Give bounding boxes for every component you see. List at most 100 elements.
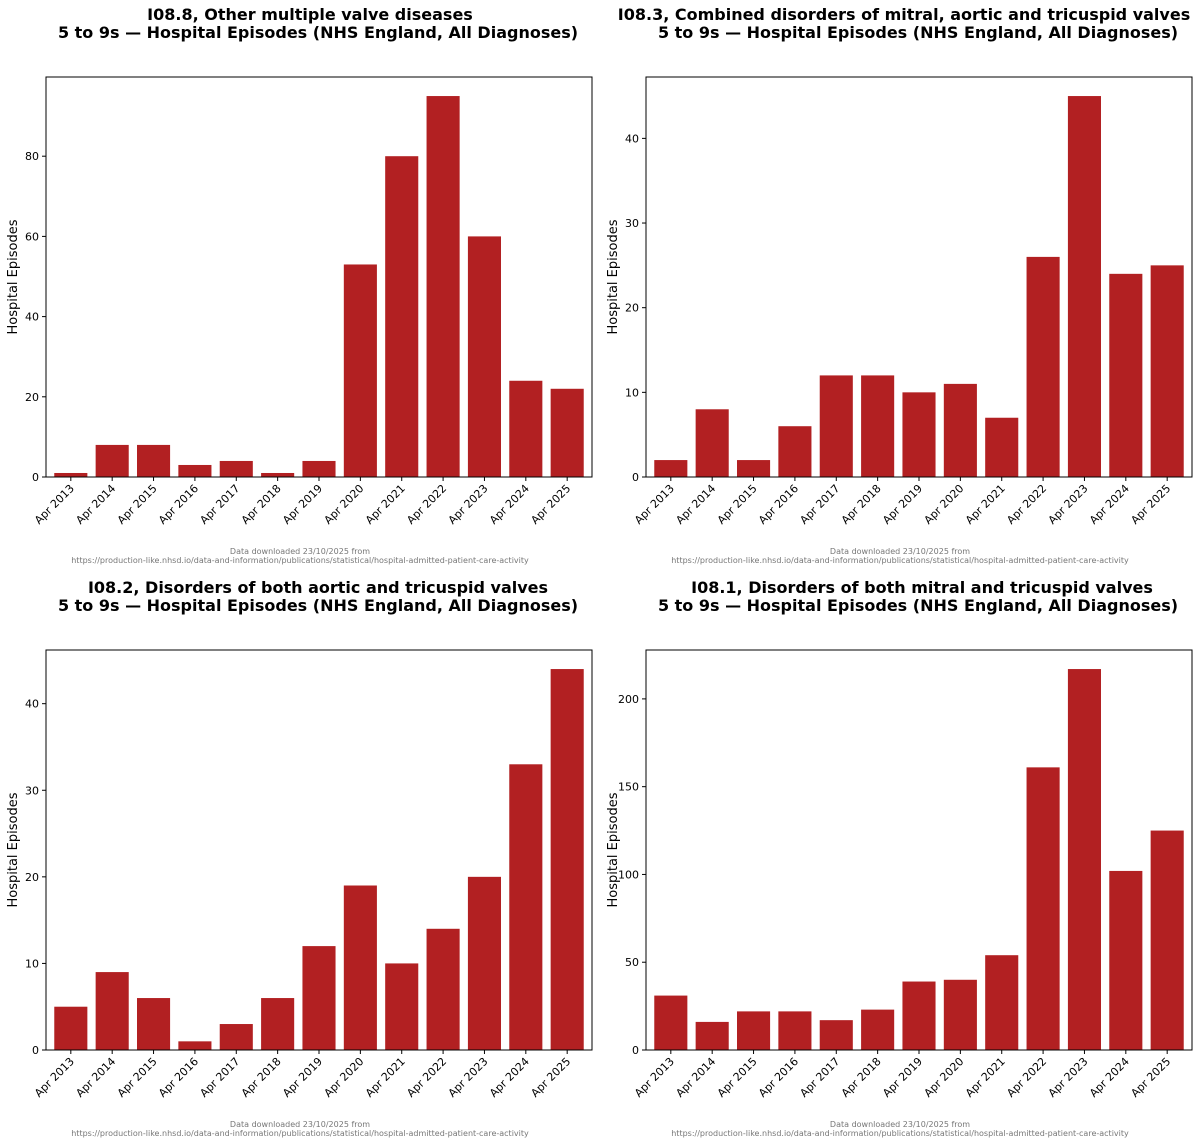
x-tick-label: Apr 2014: [673, 482, 718, 527]
bar-apr-2020: [343, 885, 377, 1050]
x-tick-label: Apr 2022: [404, 1055, 449, 1100]
x-tick-label: Apr 2019: [280, 482, 325, 527]
x-tick-label: Apr 2023: [446, 482, 491, 527]
bar-apr-2024: [509, 764, 543, 1050]
x-tick-label: Apr 2018: [239, 482, 284, 527]
bar-apr-2021: [385, 156, 419, 477]
bar-apr-2020: [943, 979, 977, 1050]
bar-apr-2015: [137, 444, 171, 477]
x-tick-label: Apr 2016: [156, 1055, 201, 1100]
y-tick-label: 40: [25, 698, 39, 711]
x-tick-label: Apr 2021: [963, 1055, 1008, 1100]
y-tick-label: 0: [632, 1044, 639, 1057]
y-ticks-group: 0 50 100 150 200: [618, 693, 646, 1057]
x-tick-label: Apr 2021: [963, 482, 1008, 527]
x-tick-label: Apr 2014: [73, 482, 118, 527]
x-tick-label: Apr 2025: [528, 482, 573, 527]
y-tick-label: 40: [625, 132, 639, 145]
source-line-1: Data downloaded 23/10/2025 from: [230, 547, 370, 556]
x-tick-label: Apr 2013: [32, 482, 77, 527]
x-tick-label: Apr 2017: [197, 482, 242, 527]
bar-apr-2018: [861, 1009, 895, 1050]
bar-apr-2019: [902, 392, 936, 477]
bar-apr-2015: [737, 460, 771, 477]
chart-svg: I08.1, Disorders of both mitral and tric…: [606, 578, 1193, 1138]
source-line-2: https://production-like.nhsd.io/data-and…: [671, 556, 1129, 565]
x-tick-label: Apr 2024: [487, 482, 532, 527]
bar-apr-2025: [550, 669, 584, 1050]
chart-panel-i08-2: I08.2, Disorders of both aortic and tric…: [0, 573, 600, 1146]
y-tick-label: 20: [25, 391, 39, 404]
bar-apr-2021: [385, 963, 419, 1050]
x-tick-label: Apr 2013: [632, 1055, 677, 1100]
chart-title: I08.2, Disorders of both aortic and tric…: [88, 578, 548, 597]
x-tick-label: Apr 2025: [528, 1055, 573, 1100]
bar-apr-2021: [985, 955, 1019, 1050]
y-tick-label: 100: [618, 868, 639, 881]
source-line-2: https://production-like.nhsd.io/data-and…: [71, 556, 529, 565]
x-tick-label: Apr 2021: [363, 1055, 408, 1100]
y-tick-label: 0: [32, 1044, 39, 1057]
bar-apr-2022: [1026, 256, 1060, 477]
y-axis-label: Hospital Episodes: [606, 219, 621, 334]
bar-apr-2018: [861, 375, 895, 477]
bar-apr-2024: [1109, 870, 1143, 1050]
x-tick-label: Apr 2023: [446, 1055, 491, 1100]
bar-apr-2019: [302, 946, 336, 1050]
bar-apr-2022: [1026, 767, 1060, 1050]
bar-apr-2020: [943, 383, 977, 477]
y-tick-label: 40: [25, 311, 39, 324]
x-tick-label: Apr 2015: [115, 482, 160, 527]
chart-title: I08.8, Other multiple valve diseases: [147, 5, 473, 24]
x-tick-label: Apr 2018: [839, 482, 884, 527]
chart-title: I08.1, Disorders of both mitral and tric…: [691, 578, 1153, 597]
bar-apr-2018: [261, 998, 295, 1050]
chart-panel-i08-8: I08.8, Other multiple valve diseases 5 t…: [0, 0, 600, 573]
y-tick-label: 80: [25, 150, 39, 163]
bar-apr-2020: [343, 264, 377, 477]
x-tick-label: Apr 2013: [632, 482, 677, 527]
y-ticks-group: 0 20 40 60 80: [25, 150, 46, 484]
x-tick-label: Apr 2023: [1046, 482, 1091, 527]
y-tick-label: 50: [625, 956, 639, 969]
y-tick-label: 10: [625, 386, 639, 399]
x-tick-label: Apr 2020: [922, 482, 967, 527]
bar-apr-2015: [137, 998, 171, 1050]
x-tick-label: Apr 2025: [1128, 482, 1173, 527]
bar-apr-2023: [467, 236, 501, 477]
x-tick-label: Apr 2019: [280, 1055, 325, 1100]
x-tick-label: Apr 2018: [239, 1055, 284, 1100]
x-tick-label: Apr 2015: [715, 482, 760, 527]
x-tick-label: Apr 2013: [32, 1055, 77, 1100]
x-tick-label: Apr 2016: [756, 482, 801, 527]
x-tick-label: Apr 2024: [487, 1055, 532, 1100]
bar-apr-2016: [178, 464, 212, 477]
x-tick-label: Apr 2020: [322, 482, 367, 527]
x-tick-label: Apr 2017: [797, 482, 842, 527]
plot-frame: [45, 76, 593, 478]
x-tick-label: Apr 2019: [880, 482, 925, 527]
chart-subtitle: 5 to 9s — Hospital Episodes (NHS England…: [58, 23, 578, 42]
x-tick-label: Apr 2015: [715, 1055, 760, 1100]
bar-apr-2022: [426, 928, 460, 1050]
chart-subtitle: 5 to 9s — Hospital Episodes (NHS England…: [658, 23, 1178, 42]
plot-frame: [45, 649, 593, 1051]
bar-apr-2016: [778, 426, 812, 477]
chart-svg: I08.2, Disorders of both aortic and tric…: [6, 578, 593, 1138]
y-tick-label: 200: [618, 693, 639, 706]
y-axis-label: Hospital Episodes: [6, 219, 21, 334]
chart-panel-i08-1: I08.1, Disorders of both mitral and tric…: [600, 573, 1200, 1146]
bar-apr-2017: [219, 1024, 253, 1050]
x-tick-label: Apr 2023: [1046, 1055, 1091, 1100]
y-tick-label: 10: [25, 957, 39, 970]
y-tick-label: 30: [625, 217, 639, 230]
bars-group: [54, 96, 584, 478]
bar-apr-2014: [95, 444, 129, 477]
bar-apr-2021: [985, 417, 1019, 477]
bar-apr-2023: [467, 876, 501, 1050]
chart-subtitle: 5 to 9s — Hospital Episodes (NHS England…: [658, 596, 1178, 615]
bar-apr-2017: [219, 460, 253, 477]
